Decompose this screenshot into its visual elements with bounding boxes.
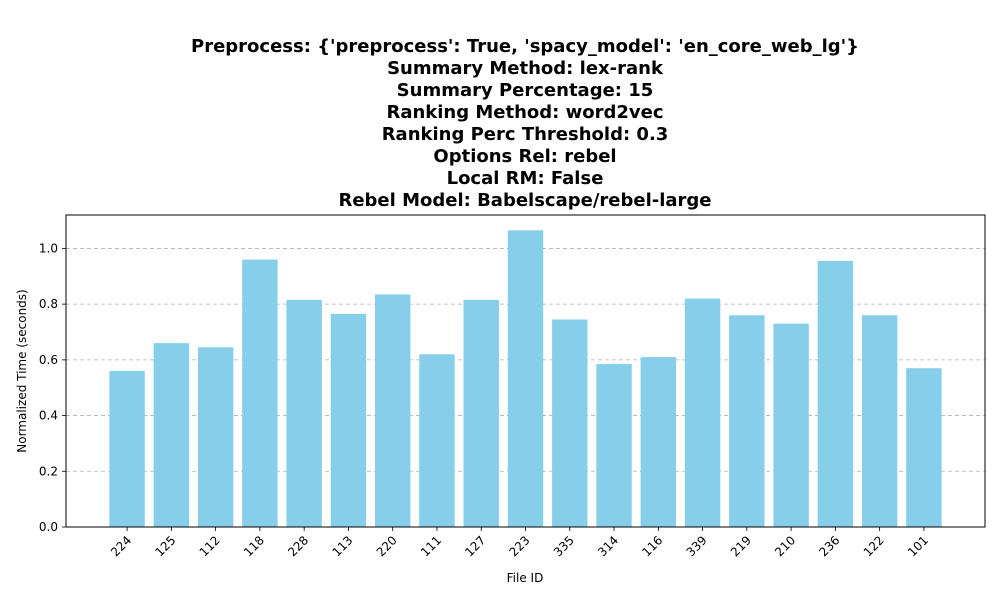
y-tick-label: 0.4 <box>39 409 58 423</box>
bar-118 <box>242 259 278 527</box>
chart-title-line: Preprocess: {'preprocess': True, 'spacy_… <box>191 36 859 57</box>
x-tick-label: 101 <box>905 533 931 559</box>
x-axis-label: File ID <box>507 571 544 585</box>
x-tick-label: 210 <box>772 533 798 559</box>
y-tick-label: 0.2 <box>39 464 58 478</box>
chart-title-line: Local RM: False <box>447 168 604 189</box>
chart-title-line: Summary Percentage: 15 <box>397 80 654 101</box>
bar-219 <box>729 315 765 527</box>
x-axis-ticks: 224 125 112 118 228 113 220 111 127 223 335 314 116 3… <box>108 527 931 559</box>
y-tick-label: 0.0 <box>39 520 58 534</box>
x-tick-label: 112 <box>197 533 223 559</box>
x-tick-label: 335 <box>551 533 577 559</box>
bar-116 <box>640 357 677 527</box>
x-tick-label: 111 <box>418 533 444 559</box>
x-tick-label: 127 <box>462 533 488 559</box>
y-tick-label: 1.0 <box>39 241 58 255</box>
y-tick-label: 0.6 <box>39 353 58 367</box>
chart-title-line: Ranking Method: word2vec <box>386 102 663 123</box>
bar-339 <box>684 298 721 527</box>
bar-220 <box>374 294 411 527</box>
bar-228 <box>286 299 322 527</box>
bars <box>109 230 942 528</box>
x-tick-label: 236 <box>816 533 842 559</box>
chart-title-line: Ranking Perc Threshold: 0.3 <box>382 124 669 145</box>
bar-210 <box>773 323 809 527</box>
y-tick-label: 0.8 <box>39 297 58 311</box>
chart-title-line: Options Rel: rebel <box>433 146 616 167</box>
bar-127 <box>463 299 499 527</box>
chart-title-line: Summary Method: lex-rank <box>387 58 664 79</box>
bar-111 <box>419 354 455 527</box>
chart-title: Preprocess: {'preprocess': True, 'spacy_… <box>191 36 859 211</box>
bar-125 <box>153 343 190 527</box>
x-tick-label: 339 <box>684 533 710 559</box>
x-tick-label: 228 <box>285 533 311 559</box>
x-tick-label: 314 <box>595 533 621 559</box>
x-tick-label: 113 <box>329 533 355 559</box>
x-tick-label: 224 <box>108 533 134 559</box>
bar-224 <box>109 371 145 527</box>
y-axis-ticks: 0.0 0.2 0.4 0.6 0.8 1.0 <box>39 241 66 534</box>
x-tick-label: 116 <box>639 533 665 559</box>
bar-101 <box>906 368 942 527</box>
x-tick-label: 223 <box>507 533 533 559</box>
chart-title-line: Rebel Model: Babelscape/rebel-large <box>338 190 711 211</box>
bar-314 <box>596 364 632 527</box>
bar-113 <box>330 313 367 527</box>
bar-335 <box>552 319 588 527</box>
x-tick-label: 122 <box>861 533 887 559</box>
bar-236 <box>817 260 854 527</box>
bar-112 <box>197 347 234 527</box>
x-tick-label: 118 <box>241 533 267 559</box>
bar-223 <box>507 230 544 528</box>
y-axis-label: Normalized Time (seconds) <box>15 289 29 452</box>
x-tick-label: 219 <box>728 533 754 559</box>
x-tick-label: 125 <box>152 533 178 559</box>
x-tick-label: 220 <box>374 533 400 559</box>
bar-122 <box>861 315 898 527</box>
